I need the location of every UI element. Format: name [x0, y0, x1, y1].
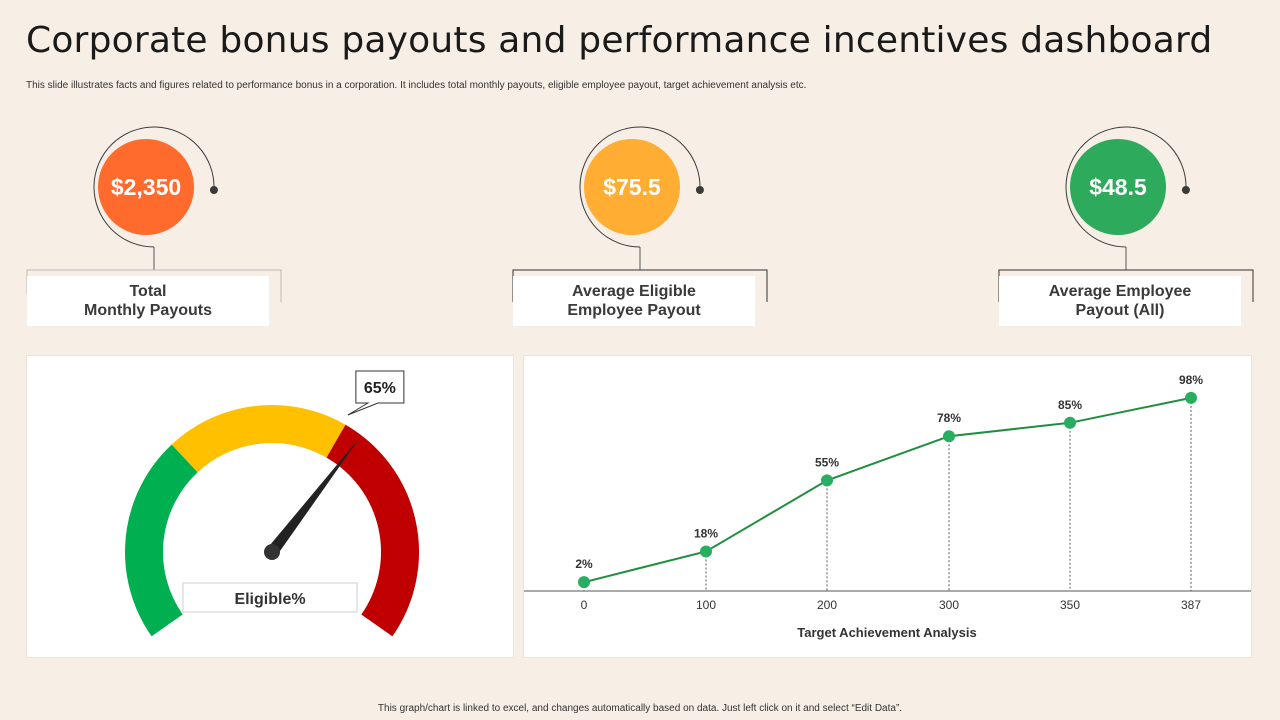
kpi-total-monthly-payouts: $2,350 Total Monthly Payouts — [22, 124, 282, 334]
data-label: 55% — [815, 455, 839, 469]
data-label: 18% — [694, 526, 718, 540]
kpi-label-line2: Employee Payout — [567, 302, 701, 319]
gauge-caption: Eligible% — [234, 591, 305, 608]
gauge-needle-hub — [264, 544, 280, 560]
x-tick-label: 0 — [581, 598, 588, 612]
kpi-label: Total Monthly Payouts — [27, 276, 269, 326]
data-point — [1185, 391, 1197, 404]
x-tick-label: 350 — [1060, 598, 1080, 612]
gauge-needle — [267, 436, 361, 556]
x-tick-label: 200 — [817, 598, 837, 612]
gauge-value-label: 65% — [364, 380, 396, 397]
kpi-value-circle: $75.5 — [584, 139, 680, 235]
gauge-panel: 65% Eligible% — [26, 355, 514, 658]
kpi-label-line1: Average Eligible — [572, 283, 696, 300]
data-point — [700, 545, 712, 558]
gauge-segment-red — [326, 424, 419, 637]
gauge-segment-green — [125, 444, 199, 637]
data-label: 2% — [575, 557, 593, 571]
x-tick-label: 300 — [939, 598, 959, 612]
footer-note: This graph/chart is linked to excel, and… — [377, 703, 903, 714]
kpi-value-circle: $48.5 — [1070, 139, 1166, 235]
kpi-label: Average Eligible Employee Payout — [513, 276, 755, 326]
x-tick-label: 387 — [1181, 598, 1201, 612]
kpi-average-employee-payout-all: $48.5 Average Employee Payout (All) — [994, 124, 1254, 334]
x-tick-label: 100 — [696, 598, 716, 612]
kpi-label: Average Employee Payout (All) — [999, 276, 1241, 326]
data-label: 78% — [937, 411, 961, 425]
target-achievement-line-chart: 2% 18% 55% 78% 85% 98% 0 100 200 300 350 387 Targe… — [524, 373, 1251, 640]
data-label: 85% — [1058, 398, 1082, 412]
data-point — [821, 474, 833, 487]
gauge-segment-yellow — [171, 405, 346, 473]
series-line — [583, 396, 1192, 584]
kpi-label-line1: Total — [129, 283, 167, 300]
line-chart-panel: 2% 18% 55% 78% 85% 98% 0 100 200 300 350 387 Targe… — [523, 355, 1252, 658]
data-label: 98% — [1179, 373, 1203, 387]
eligible-gauge: 65% Eligible% — [125, 370, 419, 637]
data-point — [578, 576, 590, 589]
page-title: Corporate bonus payouts and performance … — [26, 20, 1213, 61]
kpi-label-line2: Payout (All) — [1075, 302, 1165, 319]
gauge-value-callout: 65% — [347, 370, 405, 416]
kpi-label-line2: Monthly Payouts — [83, 302, 212, 319]
data-point — [943, 430, 955, 443]
kpi-label-line1: Average Employee — [1048, 283, 1192, 300]
kpi-value-circle: $2,350 — [98, 139, 194, 235]
data-point — [1064, 416, 1076, 429]
kpi-average-eligible-employee-payout: $75.5 Average Eligible Employee Payout — [508, 124, 768, 334]
page-subtitle: This slide illustrates facts and figures… — [26, 80, 807, 91]
x-axis-label: Target Achievement Analysis — [797, 625, 976, 640]
